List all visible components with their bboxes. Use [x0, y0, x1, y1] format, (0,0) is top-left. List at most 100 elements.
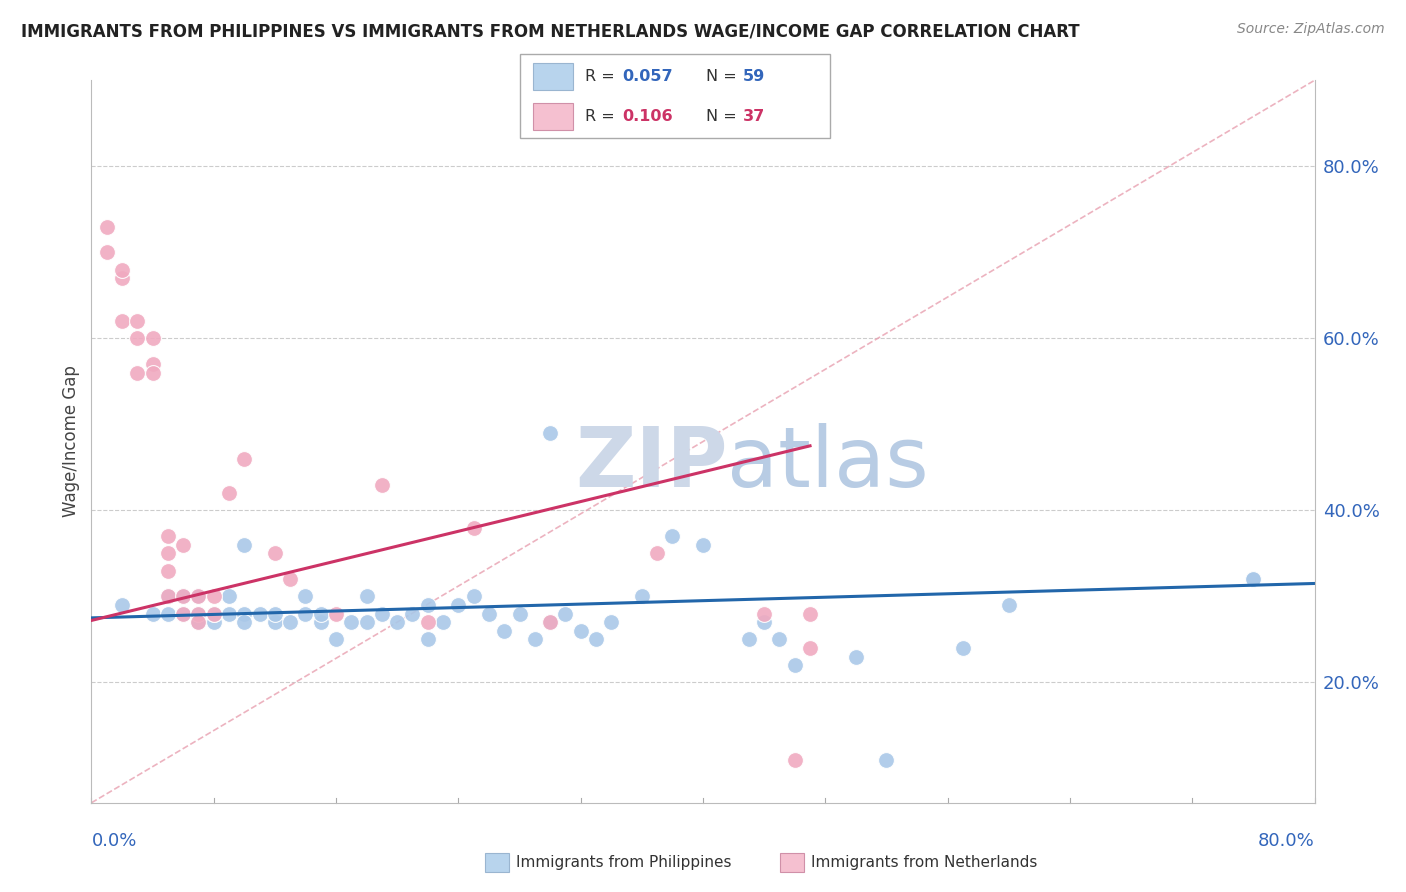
Point — [111, 314, 134, 328]
Point — [754, 615, 776, 630]
Text: Immigrants from Philippines: Immigrants from Philippines — [516, 855, 731, 870]
Point — [692, 538, 714, 552]
Point — [356, 590, 378, 604]
Text: Source: ZipAtlas.com: Source: ZipAtlas.com — [1237, 22, 1385, 37]
Point — [998, 598, 1021, 612]
Text: Immigrants from Netherlands: Immigrants from Netherlands — [811, 855, 1038, 870]
Point — [278, 572, 301, 586]
Point — [172, 607, 194, 621]
Point — [233, 538, 256, 552]
Point — [416, 632, 439, 647]
Point — [463, 590, 485, 604]
Bar — [533, 103, 572, 130]
Text: 37: 37 — [742, 109, 765, 124]
Point — [127, 331, 149, 345]
Point — [645, 546, 668, 560]
Point — [1243, 572, 1265, 586]
Point — [309, 607, 332, 621]
Point — [202, 607, 225, 621]
Text: 0.057: 0.057 — [623, 69, 673, 84]
Text: N =: N = — [706, 109, 742, 124]
Point — [447, 598, 470, 612]
Point — [340, 615, 363, 630]
Point — [845, 649, 868, 664]
Point — [875, 753, 898, 767]
Point — [96, 219, 118, 234]
Text: R =: R = — [585, 69, 620, 84]
Point — [156, 590, 179, 604]
Point — [952, 640, 974, 655]
Point — [600, 615, 623, 630]
Point — [96, 245, 118, 260]
Point — [111, 598, 134, 612]
Point — [187, 590, 209, 604]
Point — [202, 615, 225, 630]
Point — [172, 590, 194, 604]
Point — [799, 607, 821, 621]
Text: 80.0%: 80.0% — [1258, 831, 1315, 850]
Point — [494, 624, 516, 638]
Point — [371, 607, 394, 621]
Point — [401, 607, 423, 621]
Point — [309, 615, 332, 630]
Text: IMMIGRANTS FROM PHILIPPINES VS IMMIGRANTS FROM NETHERLANDS WAGE/INCOME GAP CORRE: IMMIGRANTS FROM PHILIPPINES VS IMMIGRANT… — [21, 22, 1080, 40]
Point — [569, 624, 592, 638]
Text: 0.106: 0.106 — [623, 109, 673, 124]
Point — [156, 590, 179, 604]
Point — [783, 658, 806, 673]
Point — [538, 425, 561, 440]
Point — [172, 538, 194, 552]
Point — [738, 632, 761, 647]
Text: N =: N = — [706, 69, 742, 84]
Point — [783, 753, 806, 767]
Point — [111, 271, 134, 285]
Point — [264, 615, 287, 630]
Point — [187, 590, 209, 604]
Point — [156, 529, 179, 543]
Point — [233, 615, 256, 630]
Point — [754, 607, 776, 621]
Point — [278, 615, 301, 630]
Point — [233, 607, 256, 621]
Point — [187, 607, 209, 621]
Text: ZIP: ZIP — [575, 423, 727, 504]
Point — [156, 564, 179, 578]
Point — [141, 357, 163, 371]
Point — [218, 607, 240, 621]
Point — [141, 607, 163, 621]
Point — [127, 314, 149, 328]
Point — [768, 632, 790, 647]
Text: atlas: atlas — [727, 423, 929, 504]
Point — [661, 529, 683, 543]
Point — [463, 520, 485, 534]
Point — [631, 590, 654, 604]
Point — [172, 607, 194, 621]
Point — [371, 477, 394, 491]
Point — [416, 615, 439, 630]
Point — [249, 607, 271, 621]
Point — [538, 615, 561, 630]
Point — [187, 615, 209, 630]
Point — [799, 640, 821, 655]
Point — [585, 632, 607, 647]
FancyBboxPatch shape — [520, 54, 830, 138]
Point — [509, 607, 531, 621]
Point — [172, 590, 194, 604]
Point — [187, 615, 209, 630]
Point — [156, 546, 179, 560]
Point — [385, 615, 409, 630]
Point — [416, 598, 439, 612]
Point — [554, 607, 576, 621]
Point — [1243, 572, 1265, 586]
Point — [127, 366, 149, 380]
Point — [523, 632, 546, 647]
Point — [156, 607, 179, 621]
Point — [264, 607, 287, 621]
Point — [294, 590, 316, 604]
Text: 0.0%: 0.0% — [91, 831, 136, 850]
Point — [233, 451, 256, 466]
Point — [538, 615, 561, 630]
Point — [202, 590, 225, 604]
Point — [218, 486, 240, 500]
Point — [294, 607, 316, 621]
